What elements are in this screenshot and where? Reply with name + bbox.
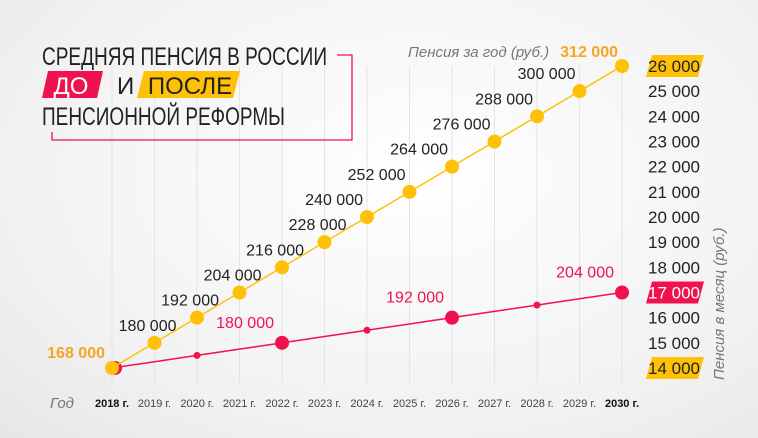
after-point <box>360 210 374 224</box>
after-point <box>487 134 502 149</box>
after-point <box>402 184 417 199</box>
chart-title: СРЕДНЯЯ ПЕНСИЯ В РОССИИ ДО И ПОСЛЕ ПЕНСИ… <box>42 43 353 141</box>
before-value-label: 204 000 <box>556 265 614 282</box>
right-tick-label: 18 000 <box>648 258 700 277</box>
x-tick-label: 2024 г. <box>350 398 383 410</box>
before-point-minor <box>193 351 201 359</box>
x-tick-label: 2018 г. <box>95 398 129 410</box>
x-axis-label: Год <box>50 395 74 412</box>
before-point <box>615 285 629 300</box>
title-line3: ПЕНСИОННОЙ РЕФОРМЫ <box>42 101 285 131</box>
tick-highlight <box>646 55 704 77</box>
after-value-label: 264 000 <box>390 142 448 159</box>
x-tick-label: 2030 г. <box>605 398 639 410</box>
title-and: И <box>117 73 134 100</box>
right-tick-label: 16 000 <box>648 309 700 328</box>
after-point <box>190 310 204 325</box>
before-value-label: 180 000 <box>216 315 274 332</box>
after-point <box>317 235 332 250</box>
before-value-label: 192 000 <box>386 290 444 307</box>
right-tick-label: 24 000 <box>648 107 700 126</box>
after-value-label: 216 000 <box>246 242 304 259</box>
right-tick-label: 19 000 <box>648 233 700 252</box>
x-tick-label: 2026 г. <box>435 398 468 410</box>
x-tick-label: 2021 г. <box>223 398 256 410</box>
right-tick-label: 15 000 <box>648 334 700 353</box>
right-tick-label: 20 000 <box>648 208 700 227</box>
title-after: ПОСЛЕ <box>148 73 232 100</box>
after-point <box>445 159 459 174</box>
after-value-label: 288 000 <box>475 91 533 108</box>
after-value-label: 168 000 <box>47 345 105 362</box>
before-badge <box>42 71 103 98</box>
right-axis-label: Пенсия в месяц (руб.) <box>711 228 728 380</box>
title-frame <box>51 54 353 141</box>
after-value-label: 312 000 <box>560 44 618 61</box>
title-before: ДО <box>54 73 89 100</box>
after-point <box>232 285 247 300</box>
after-value-label: 240 000 <box>305 192 363 209</box>
right-tick-label: 14 000 <box>648 359 700 378</box>
x-tick-label: 2027 г. <box>478 398 511 410</box>
x-tick-label: 2019 г. <box>138 398 171 410</box>
after-value-label: 180 000 <box>119 318 177 335</box>
x-tick-label: 2025 г. <box>393 398 426 410</box>
x-tick-label: 2029 г. <box>563 398 596 410</box>
after-value-label: 252 000 <box>348 167 406 184</box>
after-value-label: 276 000 <box>433 117 491 134</box>
right-tick-label: 22 000 <box>648 158 700 177</box>
left-axis-label: Пенсия за год (руб.) <box>408 44 549 61</box>
after-value-label: 228 000 <box>289 217 347 234</box>
after-point <box>615 59 629 73</box>
title-line1: СРЕДНЯЯ ПЕНСИЯ В РОССИИ <box>42 43 327 71</box>
before-point <box>445 310 459 325</box>
before-point <box>275 335 289 350</box>
tick-highlight <box>646 281 704 304</box>
after-point <box>572 84 587 99</box>
right-tick-label: 26 000 <box>648 57 700 76</box>
right-tick-label: 25 000 <box>648 82 700 101</box>
after-point <box>275 260 289 275</box>
after-value-label: 204 000 <box>204 268 262 285</box>
before-point-minor <box>363 326 371 334</box>
right-tick-label: 21 000 <box>648 183 700 202</box>
after-point <box>105 361 119 375</box>
after-value-label: 192 000 <box>161 293 219 310</box>
x-tick-label: 2028 г. <box>520 398 553 410</box>
before-point-minor <box>533 301 541 309</box>
x-tick-label: 2023 г. <box>308 398 341 410</box>
x-tick-label: 2020 г. <box>180 398 213 410</box>
after-point <box>147 335 162 350</box>
after-point <box>530 109 544 124</box>
x-tick-label: 2022 г. <box>265 398 298 410</box>
after-value-label: 300 000 <box>518 66 576 83</box>
after-badge <box>137 71 240 98</box>
tick-highlight <box>646 357 704 379</box>
right-tick-label: 17 000 <box>648 284 700 303</box>
right-tick-label: 23 000 <box>648 133 700 152</box>
